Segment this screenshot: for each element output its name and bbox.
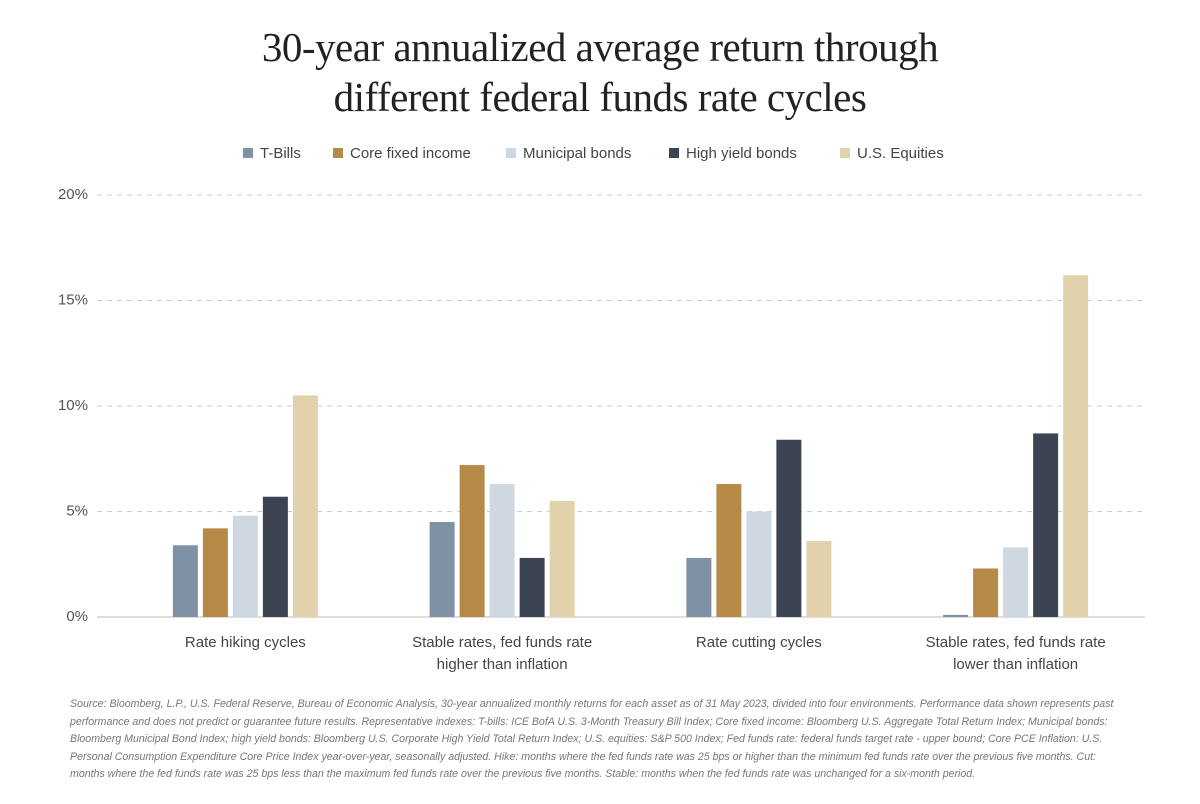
bar xyxy=(943,614,969,617)
bar xyxy=(519,557,545,617)
bar xyxy=(746,511,772,617)
bar xyxy=(232,515,258,617)
legend-swatch xyxy=(669,148,679,158)
legend-swatch xyxy=(506,148,516,158)
bar xyxy=(262,496,288,617)
y-tick-label: 0% xyxy=(66,608,88,625)
y-tick-label: 10% xyxy=(58,397,88,414)
legend-swatch xyxy=(333,148,343,158)
legend-swatch xyxy=(840,148,850,158)
bar xyxy=(1003,547,1029,617)
bar xyxy=(806,541,832,617)
legend-label: U.S. Equities xyxy=(857,145,944,162)
bar xyxy=(1063,275,1089,617)
bar xyxy=(1033,433,1059,617)
bar xyxy=(776,439,802,617)
bar xyxy=(459,465,485,617)
y-tick-label: 20% xyxy=(58,186,88,203)
footnote: Source: Bloomberg, L.P., U.S. Federal Re… xyxy=(70,698,1114,781)
bar xyxy=(429,522,455,617)
y-tick-label: 15% xyxy=(58,291,88,308)
bar xyxy=(716,484,742,617)
bar xyxy=(292,395,318,617)
bar xyxy=(686,557,712,617)
bar xyxy=(973,568,999,617)
legend-label: High yield bonds xyxy=(686,145,797,162)
chart-title: 30-year annualized average return throug… xyxy=(261,24,939,120)
legend-label: Core fixed income xyxy=(350,145,471,162)
x-tick-label: Stable rates, fed funds rate higher than… xyxy=(412,634,593,673)
x-tick-label: Stable rates, fed funds rate lower than … xyxy=(925,634,1106,673)
bar xyxy=(202,528,228,617)
legend-swatch xyxy=(243,148,253,158)
y-tick-label: 5% xyxy=(66,502,88,519)
legend-label: T-Bills xyxy=(260,145,301,162)
bar xyxy=(172,545,198,617)
legend-label: Municipal bonds xyxy=(523,145,631,162)
bar xyxy=(489,484,515,617)
x-tick-label: Rate hiking cycles xyxy=(184,634,306,651)
bar xyxy=(549,500,575,617)
x-tick-label: Rate cutting cycles xyxy=(695,634,822,651)
